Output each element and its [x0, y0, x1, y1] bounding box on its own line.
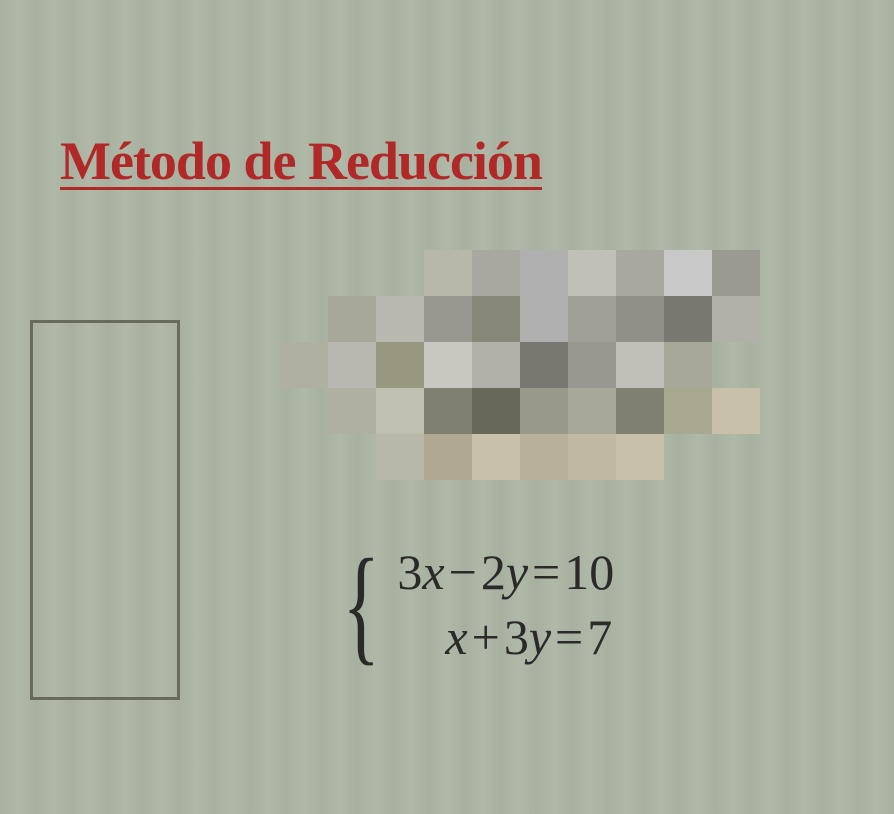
- equations-container: 3x−2y=10 x+3y=7: [397, 540, 614, 670]
- empty-box: [30, 320, 180, 700]
- page-title: Método de Reducción: [60, 130, 542, 192]
- brace-icon: {: [342, 540, 379, 670]
- equation-2: x+3y=7: [397, 605, 614, 670]
- pixelated-overlay: [280, 250, 760, 480]
- title-text: Método de Reducción: [60, 131, 542, 191]
- equation-1: 3x−2y=10: [397, 540, 614, 605]
- equation-system: { 3x−2y=10 x+3y=7: [330, 540, 614, 670]
